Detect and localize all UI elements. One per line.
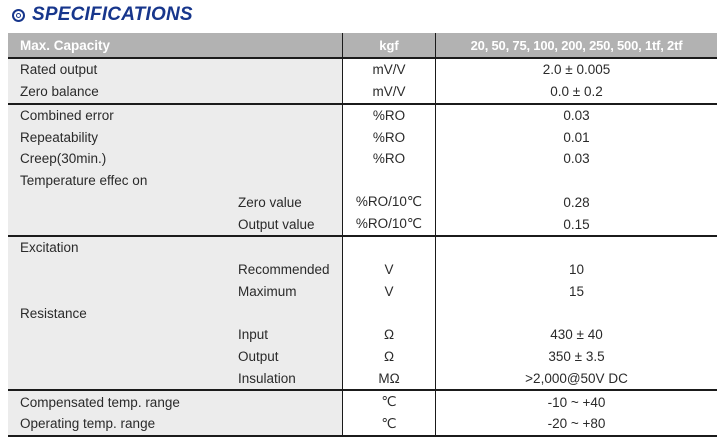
table-row: Resistance <box>8 302 717 324</box>
row-value: 0.01 <box>435 126 717 148</box>
row-unit: MΩ <box>342 367 435 390</box>
table-row: Maximum V 15 <box>8 280 717 303</box>
row-unit <box>342 169 435 192</box>
table-row: Excitation <box>8 237 717 259</box>
row-value: 430 ± 40 <box>435 324 717 346</box>
table-row: Combined error %RO 0.03 <box>8 104 717 127</box>
row-unit: %RO/10℃ <box>342 191 435 214</box>
row-label: Creep(30min.) <box>8 148 342 170</box>
row-label: Zero value <box>8 191 342 214</box>
table-row: Temperature effec on <box>8 169 717 192</box>
header-capacities: 20, 50, 75, 100, 200, 250, 500, 1tf, 2tf <box>435 33 717 57</box>
row-label: Insulation <box>8 367 342 390</box>
table-row: Output Ω 350 ± 3.5 <box>8 345 717 368</box>
table-row: Recommended V 10 <box>8 258 717 281</box>
row-unit <box>342 302 435 324</box>
row-value: 0.0 ± 0.2 <box>435 80 717 103</box>
row-unit: Ω <box>342 345 435 368</box>
row-label: Compensated temp. range <box>8 391 342 413</box>
row-value: 10 <box>435 258 717 281</box>
row-value: -10 ~ +40 <box>435 391 717 413</box>
table-row: Zero value %RO/10℃ 0.28 <box>8 191 717 214</box>
row-unit: %RO <box>342 148 435 170</box>
row-label: Excitation <box>8 237 342 259</box>
row-value <box>435 169 717 192</box>
table-row: Zero balance mV/V 0.0 ± 0.2 <box>8 80 717 105</box>
row-label: Rated output <box>8 59 342 81</box>
row-value <box>435 302 717 324</box>
table-row: Repeatability %RO 0.01 <box>8 126 717 148</box>
row-label: Resistance <box>8 302 342 324</box>
row-unit: V <box>342 258 435 281</box>
row-value: 2.0 ± 0.005 <box>435 59 717 81</box>
row-label: Output <box>8 345 342 368</box>
header-capacity-label: Max. Capacity <box>20 37 111 53</box>
row-unit: V <box>342 280 435 303</box>
table-row: Creep(30min.) %RO 0.03 <box>8 148 717 170</box>
row-unit: mV/V <box>342 59 435 81</box>
row-label: Zero balance <box>8 80 342 103</box>
row-unit: Ω <box>342 324 435 346</box>
row-label: Combined error <box>8 104 342 127</box>
row-label: Operating temp. range <box>8 413 342 435</box>
row-unit: ℃ <box>342 391 435 413</box>
row-label: Repeatability <box>8 126 342 148</box>
row-label: Input <box>8 324 342 346</box>
row-unit: mV/V <box>342 80 435 103</box>
table-row: Insulation MΩ >2,000@50V DC <box>8 367 717 392</box>
row-value: >2,000@50V DC <box>435 367 717 390</box>
row-value: -20 ~ +80 <box>435 413 717 435</box>
row-value: 0.03 <box>435 104 717 127</box>
table-row: Compensated temp. range ℃ -10 ~ +40 <box>8 391 717 413</box>
row-value: 15 <box>435 280 717 303</box>
row-label: Temperature effec on <box>8 169 342 192</box>
row-unit: %RO <box>342 104 435 127</box>
row-value: 0.28 <box>435 191 717 214</box>
table-row: Rated output mV/V 2.0 ± 0.005 <box>8 59 717 81</box>
row-value: 0.03 <box>435 148 717 170</box>
row-value: 0.15 <box>435 213 717 235</box>
specifications-table: Max. Capacity kgf 20, 50, 75, 100, 200, … <box>8 33 717 437</box>
row-unit: %RO/10℃ <box>342 213 435 235</box>
table-row: Operating temp. range ℃ -20 ~ +80 <box>8 413 717 435</box>
row-unit: %RO <box>342 126 435 148</box>
row-label: Output value <box>8 213 342 235</box>
row-unit: ℃ <box>342 413 435 435</box>
header-unit-label: kgf <box>342 33 435 57</box>
row-value: 350 ± 3.5 <box>435 345 717 368</box>
table-header-row: Max. Capacity kgf 20, 50, 75, 100, 200, … <box>8 33 717 59</box>
page-title: SPECIFICATIONS <box>32 4 193 25</box>
table-row: Output value %RO/10℃ 0.15 <box>8 213 717 237</box>
row-unit <box>342 237 435 259</box>
row-label: Recommended <box>8 258 342 281</box>
table-row: Input Ω 430 ± 40 <box>8 324 717 346</box>
row-label: Maximum <box>8 280 342 303</box>
bullseye-icon <box>12 8 25 22</box>
row-value <box>435 237 717 259</box>
section-title-bar: SPECIFICATIONS <box>12 4 193 26</box>
